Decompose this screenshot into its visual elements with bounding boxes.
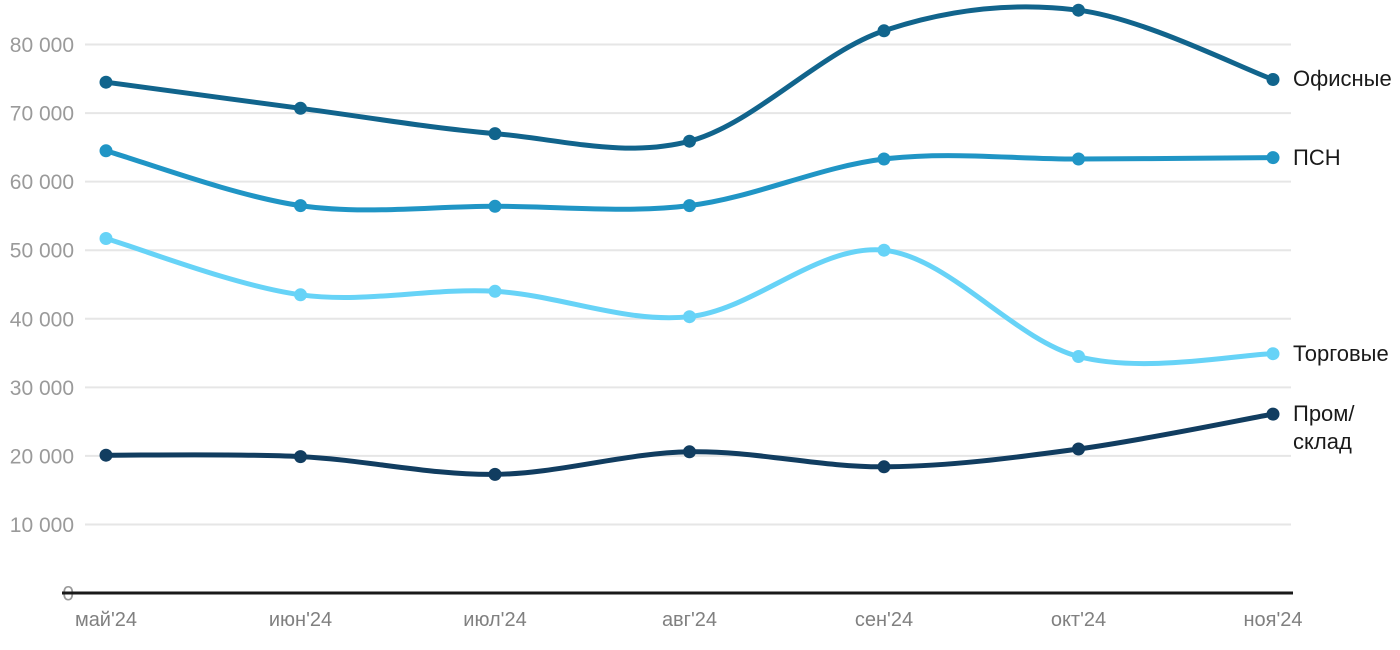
data-point-psn-0 xyxy=(99,144,113,158)
x-tick-label: авг'24 xyxy=(662,609,717,631)
series-label-industrial: Пром/ склад xyxy=(1293,401,1355,455)
y-tick-label: 80 000 xyxy=(10,34,74,57)
data-point-psn-6 xyxy=(1266,151,1280,165)
x-tick-label: май'24 xyxy=(75,609,137,631)
x-tick-label: июн'24 xyxy=(269,609,332,631)
series-label-offices: Офисные xyxy=(1293,66,1392,92)
y-tick-label: 60 000 xyxy=(10,171,74,194)
y-tick-label: 30 000 xyxy=(10,377,74,400)
data-point-offices-1 xyxy=(294,101,307,115)
data-point-psn-2 xyxy=(488,199,502,213)
data-point-retail-1 xyxy=(294,288,307,302)
data-point-psn-3 xyxy=(683,199,696,213)
data-point-industrial-2 xyxy=(488,467,502,481)
data-point-psn-4 xyxy=(877,152,891,166)
data-point-industrial-1 xyxy=(294,450,307,464)
data-point-retail-2 xyxy=(488,284,502,298)
x-tick-label: окт'24 xyxy=(1051,609,1106,631)
series-label-retail: Торговые xyxy=(1293,340,1389,366)
y-tick-label: 20 000 xyxy=(10,445,74,468)
x-tick-label: сен'24 xyxy=(855,609,913,631)
data-point-industrial-0 xyxy=(99,448,113,462)
series-label-psn: ПСН xyxy=(1293,144,1341,170)
x-tick-label: ноя'24 xyxy=(1243,609,1302,631)
data-point-offices-6 xyxy=(1266,73,1280,86)
x-tick-label: июл'24 xyxy=(463,609,526,631)
data-point-industrial-5 xyxy=(1072,442,1085,456)
y-tick-label: 40 000 xyxy=(10,308,74,331)
data-point-psn-1 xyxy=(294,199,307,213)
data-point-retail-5 xyxy=(1072,350,1085,363)
data-point-offices-3 xyxy=(683,134,696,148)
data-point-retail-0 xyxy=(99,232,113,245)
data-point-offices-5 xyxy=(1072,3,1085,17)
data-point-retail-4 xyxy=(877,243,891,257)
data-point-industrial-4 xyxy=(877,460,891,474)
data-point-industrial-3 xyxy=(683,445,696,459)
y-tick-label: 50 000 xyxy=(10,240,74,263)
data-point-offices-2 xyxy=(488,127,502,141)
series-line-offices xyxy=(103,4,1276,151)
y-tick-label: 10 000 xyxy=(10,514,74,537)
data-point-psn-5 xyxy=(1072,152,1085,166)
data-point-retail-3 xyxy=(683,310,696,324)
data-point-industrial-6 xyxy=(1266,407,1280,421)
series-line-retail xyxy=(103,236,1276,367)
series-line-industrial xyxy=(103,411,1276,477)
data-point-retail-6 xyxy=(1266,347,1280,361)
y-tick-label: 70 000 xyxy=(10,103,74,126)
data-point-offices-4 xyxy=(877,24,891,38)
data-point-offices-0 xyxy=(99,75,113,89)
